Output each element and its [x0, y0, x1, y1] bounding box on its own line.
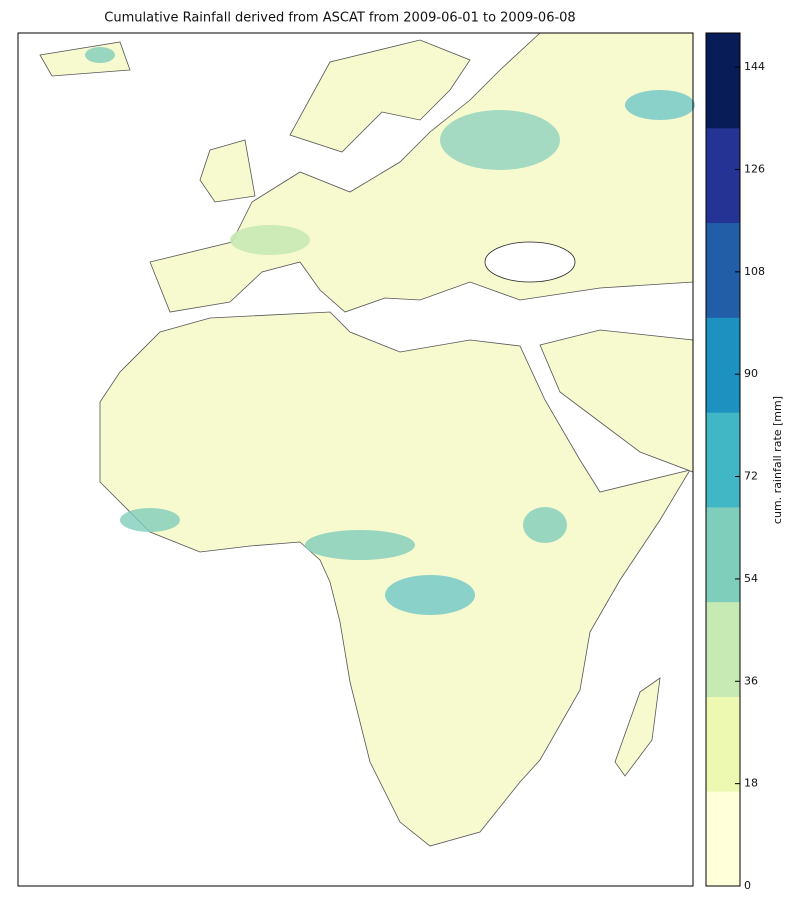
- rain-patch: [385, 575, 475, 615]
- rain-patch: [523, 507, 567, 543]
- colorbar-band: [706, 601, 740, 697]
- scandinavia: [289, 39, 471, 153]
- madagascar: [614, 677, 661, 777]
- rain-patch: [85, 47, 115, 63]
- colorbar-frame: [705, 32, 741, 887]
- colorbar: 0 18 36 54 72 90 108 126 144: [705, 32, 765, 892]
- colorbar-tick-label: 144: [744, 60, 765, 73]
- colorbar-tick-label: 36: [744, 674, 758, 687]
- colorbar-tick-label: 18: [744, 777, 758, 790]
- africa: [99, 311, 691, 847]
- colorbar-band: [706, 412, 740, 508]
- colorbar-band: [706, 506, 740, 603]
- colorbar-band: [706, 791, 740, 887]
- black-sea: [484, 241, 576, 283]
- colorbar-band: [706, 127, 740, 224]
- rain-patch: [305, 530, 415, 560]
- rain-patch: [120, 508, 180, 532]
- colorbar-tick-label: 90: [744, 367, 758, 380]
- colorbar-tick-label: 0: [744, 879, 751, 892]
- colorbar-band: [706, 222, 740, 318]
- rain-patch: [440, 110, 560, 170]
- map-area: [17, 32, 695, 887]
- map-frame: [17, 32, 694, 887]
- arabia: [539, 329, 694, 473]
- colorbar-tick-label: 54: [744, 572, 758, 585]
- colorbar-tick-label: 126: [744, 162, 765, 175]
- rainfall-patches: [85, 47, 695, 615]
- colorbar-band: [706, 696, 740, 792]
- colorbar-band: [706, 33, 740, 129]
- colorbar-tick-label: 72: [744, 470, 758, 483]
- colorbar-label: cum. rainfall rate [mm]: [771, 396, 784, 524]
- rain-patch: [230, 225, 310, 255]
- map-title: Cumulative Rainfall derived from ASCAT f…: [104, 11, 575, 26]
- rain-patch: [625, 90, 695, 120]
- uk: [199, 139, 256, 203]
- colorbar-band: [706, 317, 740, 413]
- colorbar-tick-label: 108: [744, 265, 765, 278]
